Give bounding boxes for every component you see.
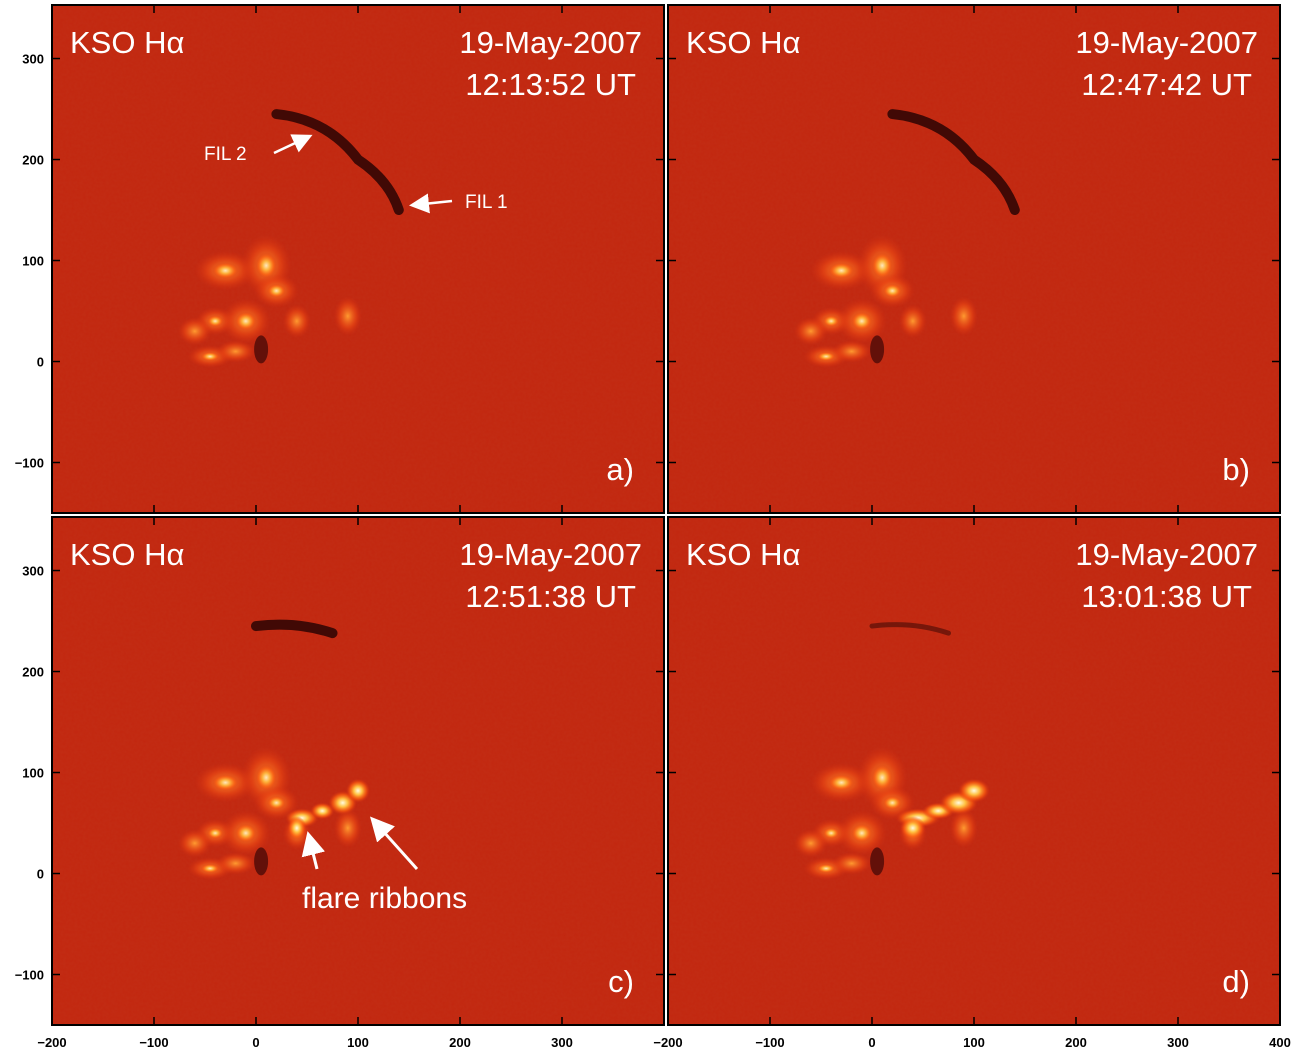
x-tick-label: −200	[37, 1035, 66, 1050]
plage	[334, 808, 362, 847]
plage-core	[207, 315, 224, 327]
plage	[178, 317, 212, 345]
x-tick-label: 300	[1167, 1035, 1189, 1050]
plage	[216, 340, 255, 362]
plage-core	[883, 796, 902, 810]
plage-core	[817, 352, 836, 362]
plage-core	[201, 864, 220, 874]
plage	[950, 296, 978, 335]
panel: KSO Hα 19-May-2007 13:01:38 UT d) −200 −100 0 1…	[653, 517, 1291, 1050]
time-label: 13:01:38 UT	[1081, 579, 1252, 614]
plage-core	[883, 284, 902, 298]
plage-core	[851, 312, 873, 331]
plage-core	[823, 827, 840, 839]
panel: KSO Hα 19-May-2007 12:51:38 UT c) flare ribb…	[15, 517, 664, 1050]
figure: KSO Hα 19-May-2007 12:13:52 UT a) FIL 2 FIL 1…	[0, 0, 1304, 1055]
panel: KSO Hα 19-May-2007 12:47:42 UT b)	[668, 5, 1280, 513]
dark-feature	[870, 847, 884, 875]
x-tick-label: −100	[139, 1035, 168, 1050]
instrument-label: KSO Hα	[686, 25, 800, 60]
y-tick-label: 0	[37, 867, 44, 882]
annotation: FIL 2	[204, 144, 247, 165]
plage-core	[817, 864, 836, 874]
plage-core	[823, 315, 840, 327]
dark-feature	[254, 335, 268, 363]
y-tick-label: 100	[22, 766, 44, 781]
x-tick-label: 200	[449, 1035, 471, 1050]
flare-ribbon	[287, 816, 306, 840]
date-label: 19-May-2007	[459, 537, 642, 572]
plage	[216, 852, 255, 874]
y-tick-label: 200	[22, 665, 44, 680]
panel-label: d)	[1222, 964, 1250, 999]
plage-core	[201, 352, 220, 362]
plage	[899, 304, 927, 338]
date-label: 19-May-2007	[1075, 25, 1258, 60]
dark-feature	[254, 847, 268, 875]
flare-ribbon	[958, 779, 990, 803]
dark-feature	[870, 335, 884, 363]
plage-core	[267, 284, 286, 298]
plage	[283, 304, 311, 338]
plage-core	[851, 824, 873, 843]
plage-core	[207, 827, 224, 839]
plage-core	[235, 312, 257, 331]
x-tick-label: 100	[963, 1035, 985, 1050]
time-label: 12:13:52 UT	[465, 67, 636, 102]
x-tick-label: 300	[551, 1035, 573, 1050]
x-tick-label: −200	[653, 1035, 682, 1050]
plage-core	[871, 252, 893, 278]
flare-ribbon	[346, 779, 370, 803]
y-tick-label: −100	[15, 968, 44, 983]
panel-label: b)	[1222, 452, 1250, 487]
x-tick-label: 100	[347, 1035, 369, 1050]
plage	[832, 340, 871, 362]
plage-core	[255, 252, 277, 278]
plage-core	[212, 262, 238, 279]
x-tick-label: 0	[868, 1035, 875, 1050]
plage-core	[828, 262, 854, 279]
instrument-label: KSO Hα	[70, 25, 184, 60]
plage-core	[267, 796, 286, 810]
y-tick-label: 200	[22, 153, 44, 168]
flare-ribbon	[900, 816, 926, 840]
plage-core	[235, 824, 257, 843]
time-label: 12:51:38 UT	[465, 579, 636, 614]
x-tick-label: 400	[1269, 1035, 1291, 1050]
annotation: FIL 1	[465, 192, 508, 213]
date-label: 19-May-2007	[459, 25, 642, 60]
plage	[794, 829, 828, 857]
instrument-label: KSO Hα	[686, 537, 800, 572]
plage	[334, 296, 362, 335]
plage-core	[871, 764, 893, 790]
plage	[832, 852, 871, 874]
x-tick-label: −100	[755, 1035, 784, 1050]
y-tick-label: −100	[15, 456, 44, 471]
annotation: flare ribbons	[302, 882, 467, 915]
plage	[794, 317, 828, 345]
plage-core	[255, 764, 277, 790]
plage-core	[828, 774, 854, 791]
y-tick-label: 0	[37, 355, 44, 370]
y-tick-label: 300	[22, 52, 44, 67]
panel-label: a)	[606, 452, 634, 487]
instrument-label: KSO Hα	[70, 537, 184, 572]
time-label: 12:47:42 UT	[1081, 67, 1252, 102]
y-tick-label: 100	[22, 254, 44, 269]
plage	[178, 829, 212, 857]
x-tick-label: 0	[252, 1035, 259, 1050]
y-tick-label: 300	[22, 564, 44, 579]
plage-core	[212, 774, 238, 791]
x-tick-label: 200	[1065, 1035, 1087, 1050]
panel: KSO Hα 19-May-2007 12:13:52 UT a) FIL 2 FIL 1…	[15, 5, 664, 513]
date-label: 19-May-2007	[1075, 537, 1258, 572]
panel-label: c)	[608, 964, 634, 999]
